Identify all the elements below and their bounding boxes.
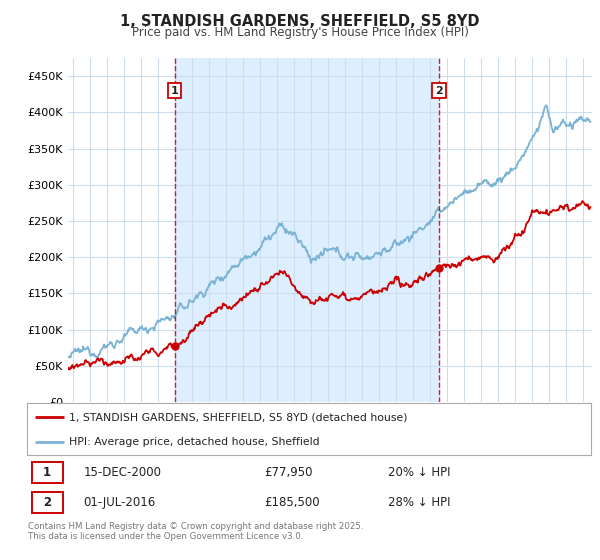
Text: 1: 1 (170, 86, 178, 96)
Text: £77,950: £77,950 (264, 466, 313, 479)
Text: Price paid vs. HM Land Registry's House Price Index (HPI): Price paid vs. HM Land Registry's House … (131, 26, 469, 39)
Text: 1, STANDISH GARDENS, SHEFFIELD, S5 8YD (detached house): 1, STANDISH GARDENS, SHEFFIELD, S5 8YD (… (70, 412, 408, 422)
Text: 2: 2 (43, 496, 51, 509)
Text: 1: 1 (43, 466, 51, 479)
Text: 1, STANDISH GARDENS, SHEFFIELD, S5 8YD: 1, STANDISH GARDENS, SHEFFIELD, S5 8YD (120, 14, 480, 29)
Text: £185,500: £185,500 (264, 496, 320, 509)
Text: 20% ↓ HPI: 20% ↓ HPI (388, 466, 451, 479)
Text: 28% ↓ HPI: 28% ↓ HPI (388, 496, 451, 509)
Text: Contains HM Land Registry data © Crown copyright and database right 2025.
This d: Contains HM Land Registry data © Crown c… (28, 522, 364, 542)
FancyBboxPatch shape (32, 462, 62, 483)
Text: 15-DEC-2000: 15-DEC-2000 (83, 466, 161, 479)
Text: 2: 2 (435, 86, 443, 96)
Text: 01-JUL-2016: 01-JUL-2016 (83, 496, 155, 509)
Text: HPI: Average price, detached house, Sheffield: HPI: Average price, detached house, Shef… (70, 437, 320, 447)
FancyBboxPatch shape (32, 492, 62, 513)
Bar (175, 58, 439, 402)
